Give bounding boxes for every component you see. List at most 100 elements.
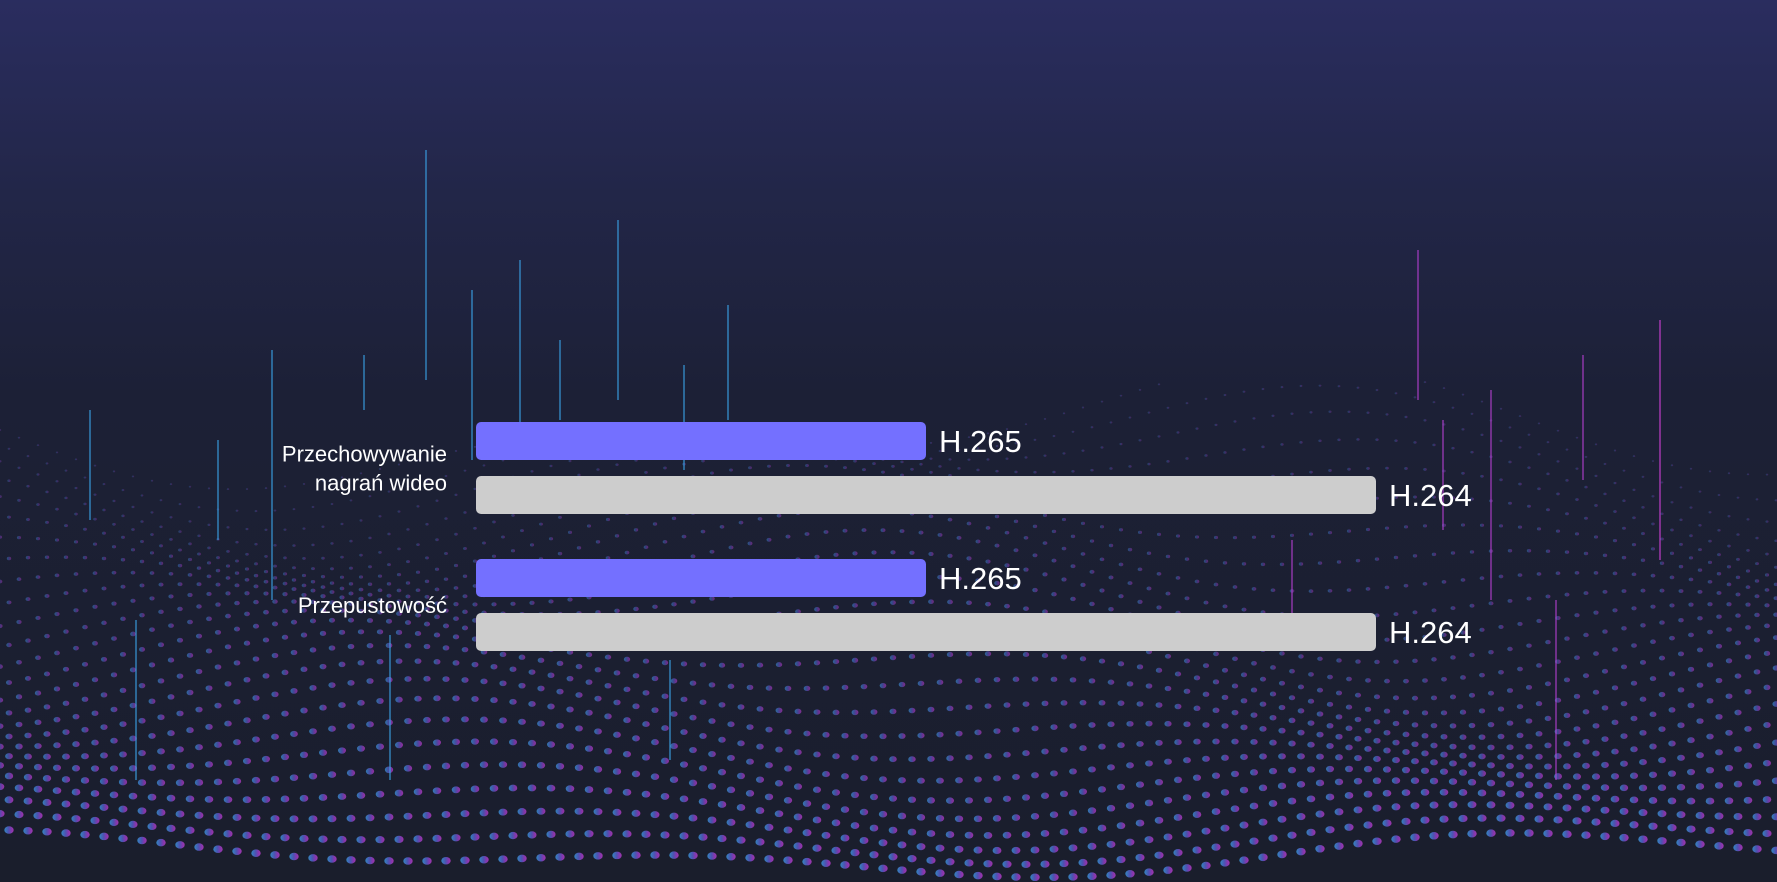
background-dot — [1280, 386, 1284, 389]
background-dot — [1708, 539, 1712, 543]
background-dot — [737, 740, 745, 747]
background-dot — [330, 542, 334, 545]
background-dot — [462, 574, 468, 579]
background-dot — [206, 591, 212, 597]
background-dot — [717, 834, 727, 843]
background-dot — [442, 623, 450, 629]
background-dot — [1259, 726, 1267, 732]
background-dot — [1354, 754, 1362, 762]
background-dot — [45, 462, 49, 465]
background-dot — [575, 663, 583, 670]
background-dot — [548, 599, 554, 604]
background-dot — [1365, 587, 1371, 591]
background-dot — [252, 623, 260, 629]
background-dot — [1163, 866, 1173, 874]
background-dot — [43, 753, 51, 760]
background-dot — [101, 586, 107, 591]
background-dot — [1499, 439, 1503, 443]
background-dot — [99, 803, 109, 811]
background-dot — [594, 667, 602, 673]
background-dot — [81, 661, 89, 667]
background-dot — [1325, 793, 1335, 801]
background-dot — [566, 743, 574, 750]
background-dot — [1640, 588, 1646, 593]
background-dot — [414, 695, 422, 702]
background-dot — [243, 717, 251, 724]
background-dot — [1003, 751, 1011, 758]
background-dot — [1574, 613, 1580, 618]
background-dot — [1296, 781, 1306, 788]
background-dot — [1318, 384, 1322, 387]
background-dot — [1128, 465, 1132, 468]
background-dot — [435, 499, 439, 502]
background-dot — [1600, 832, 1610, 841]
background-dot — [187, 557, 193, 562]
background-dot — [232, 847, 242, 856]
background-dot — [594, 695, 602, 702]
background-dot — [1356, 438, 1360, 441]
background-dot — [872, 462, 876, 465]
background-dot — [131, 505, 135, 509]
background-dot — [1754, 594, 1760, 599]
background-dot — [974, 677, 982, 683]
background-dot — [832, 709, 840, 716]
background-dot — [451, 834, 461, 842]
background-dot — [64, 496, 68, 500]
background-dot — [899, 529, 905, 534]
background-dot — [1621, 626, 1627, 631]
background-dot — [271, 733, 279, 740]
background-dot — [92, 641, 98, 646]
background-dot — [72, 681, 80, 687]
bar-h264 — [476, 613, 1376, 651]
background-dot — [327, 815, 337, 823]
background-dot — [1043, 417, 1047, 420]
background-dot — [812, 844, 822, 852]
background-dot — [1278, 753, 1286, 760]
background-dot — [377, 574, 383, 578]
background-dot — [83, 527, 87, 531]
background-dot — [1308, 589, 1314, 593]
background-dot — [1429, 832, 1439, 840]
background-dot — [755, 807, 765, 815]
background-dot — [1582, 709, 1590, 715]
background-dot — [52, 787, 62, 795]
background-dot — [235, 509, 239, 512]
background-dot — [213, 778, 223, 786]
background-dot — [414, 658, 422, 664]
background-dot — [966, 600, 972, 606]
background-dot — [802, 829, 812, 837]
background-dot — [1716, 591, 1722, 595]
background-dot — [460, 810, 470, 818]
background-dot — [1173, 849, 1183, 857]
background-dot — [1298, 654, 1304, 659]
background-dot — [1327, 674, 1333, 680]
background-dot — [1118, 528, 1124, 532]
background-dot — [111, 570, 117, 575]
background-dot — [1317, 656, 1323, 661]
background-dot — [1564, 550, 1570, 554]
background-dot — [585, 652, 593, 658]
background-dot — [1556, 429, 1560, 432]
background-dot — [376, 629, 384, 635]
background-dot — [206, 561, 212, 565]
background-dot — [1544, 763, 1552, 770]
background-dot — [1497, 733, 1505, 740]
background-dot — [74, 512, 78, 516]
background-dot — [252, 695, 260, 701]
background-dot — [1385, 466, 1389, 470]
background-dot — [1772, 701, 1777, 707]
background-dot — [1575, 498, 1579, 501]
background-dot — [147, 822, 157, 831]
background-dot — [1042, 541, 1048, 545]
background-dot — [253, 599, 259, 605]
background-dot — [1194, 535, 1200, 539]
background-dot — [1612, 571, 1618, 576]
background-dot — [1061, 577, 1067, 582]
background-dot — [1584, 485, 1588, 489]
background-dot — [280, 795, 290, 803]
background-dot — [1213, 651, 1219, 657]
background-dot — [1468, 744, 1476, 751]
background-dot — [328, 682, 336, 688]
background-dot — [63, 591, 69, 596]
background-dot — [80, 830, 90, 839]
